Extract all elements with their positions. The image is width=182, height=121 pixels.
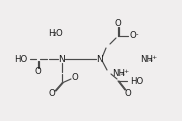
Text: HO: HO	[14, 54, 27, 64]
Text: O: O	[115, 19, 121, 27]
Text: O: O	[55, 29, 62, 38]
Text: O: O	[72, 73, 78, 83]
Text: 4: 4	[149, 58, 152, 63]
Text: N: N	[97, 54, 103, 64]
Text: O: O	[130, 31, 137, 40]
Text: H: H	[48, 29, 54, 38]
Text: O: O	[49, 90, 55, 98]
Text: O: O	[125, 90, 131, 98]
Text: 4: 4	[120, 72, 124, 77]
Text: HO: HO	[130, 76, 143, 86]
Text: NH: NH	[140, 54, 153, 64]
Text: N: N	[59, 54, 65, 64]
Text: 2: 2	[52, 32, 56, 37]
Text: O: O	[35, 68, 41, 76]
Text: +: +	[151, 55, 157, 60]
Text: -: -	[136, 31, 138, 37]
Text: NH: NH	[112, 68, 125, 77]
Text: +: +	[124, 69, 129, 74]
